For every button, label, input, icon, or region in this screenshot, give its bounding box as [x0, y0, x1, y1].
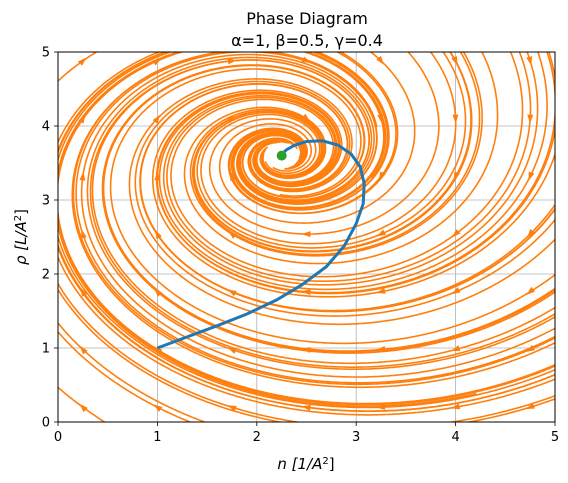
- streamline: [58, 52, 98, 83]
- streamline: [134, 80, 555, 317]
- streamline: [152, 52, 555, 298]
- streamline-arrow: [155, 229, 162, 239]
- streamline: [158, 52, 548, 291]
- y-tick-label: 0: [42, 416, 50, 431]
- streamline: [58, 52, 555, 412]
- streamline-arrow: [301, 231, 311, 238]
- x-tick-label: 5: [551, 430, 559, 445]
- streamlines: [58, 52, 555, 422]
- streamline: [139, 83, 555, 312]
- streamline-arrow: [451, 56, 458, 66]
- x-tick-label: 3: [352, 430, 360, 445]
- y-tick-label: 4: [42, 120, 50, 135]
- streamline: [155, 52, 555, 294]
- streamline-arrow: [526, 286, 536, 295]
- streamline: [218, 52, 416, 224]
- streamline-arrow: [376, 346, 386, 352]
- streamline: [196, 52, 467, 249]
- streamline-arrow: [301, 289, 311, 296]
- streamline-arrow: [528, 171, 535, 182]
- streamline-arrow: [378, 171, 386, 181]
- streamline: [192, 52, 473, 253]
- chart-title-line-2: α=1, β=0.5, γ=0.4: [231, 31, 383, 50]
- streamline: [166, 52, 532, 282]
- streamline-arrow: [79, 345, 88, 355]
- streamline: [170, 52, 524, 278]
- streamline-arrow: [525, 344, 536, 352]
- streamline: [58, 52, 477, 407]
- streamline-arrow: [452, 114, 459, 124]
- x-tick-label: 4: [451, 430, 459, 445]
- streamline: [208, 52, 440, 235]
- streamline-arrow: [376, 55, 385, 65]
- y-axis-ticks: 0 1 2 3 4 5: [42, 46, 58, 431]
- trajectory-line: [156, 139, 366, 350]
- streamline-arrow: [527, 114, 534, 124]
- trajectory-layer: [156, 139, 366, 350]
- streamline: [72, 52, 555, 386]
- streamline: [80, 53, 555, 378]
- x-tick-label: 0: [54, 430, 62, 445]
- streamline-arrow: [451, 287, 461, 295]
- streamline: [227, 52, 397, 215]
- streamline-arrow: [527, 229, 535, 239]
- x-tick-label: 2: [253, 430, 261, 445]
- streamline: [58, 52, 555, 409]
- y-tick-label: 1: [42, 342, 50, 357]
- streamline-arrow: [450, 345, 461, 352]
- y-tick-label: 3: [42, 194, 50, 209]
- streamline: [58, 321, 208, 422]
- streamline-arrow: [80, 287, 88, 297]
- y-axis-label: ρ [L/A2]: [12, 209, 30, 265]
- chart-title-line-1: Phase Diagram: [246, 9, 368, 28]
- streamline-arrow: [153, 404, 163, 412]
- streamline: [200, 52, 457, 245]
- y-tick-label: 2: [42, 268, 50, 283]
- x-tick-label: 1: [153, 430, 161, 445]
- streamline: [109, 68, 555, 345]
- streamline: [183, 52, 499, 265]
- streamline: [58, 288, 555, 422]
- streamline: [58, 330, 193, 422]
- x-axis-label: n [1/A2]: [277, 455, 334, 473]
- streamline-arrow: [526, 56, 533, 66]
- streamline-arrow: [227, 405, 237, 412]
- streamline-arrow: [228, 230, 237, 239]
- x-axis-ticks: 0 1 2 3 4 5: [54, 422, 559, 445]
- streamline-arrow: [152, 114, 161, 124]
- streamline-arrow: [301, 404, 311, 411]
- streamline-arrow: [376, 229, 387, 237]
- streamline: [189, 52, 483, 257]
- streamline: [102, 64, 555, 352]
- plot-frame: [57, 51, 556, 423]
- streamline: [58, 282, 555, 422]
- streamline: [86, 56, 555, 370]
- streamline-arrow: [525, 402, 535, 410]
- streamline-arrow: [301, 113, 311, 122]
- streamline-arrow: [79, 171, 86, 181]
- streamline: [91, 59, 555, 365]
- streamline-arrow: [452, 229, 461, 238]
- streamline: [162, 52, 539, 286]
- streamline-arrow: [376, 287, 386, 294]
- streamline: [128, 78, 555, 326]
- streamline-arrow: [377, 114, 384, 124]
- streamline-arrow: [79, 403, 88, 413]
- fixed-point-marker: [276, 150, 287, 161]
- streamline-arrow: [77, 57, 87, 66]
- streamline: [58, 52, 555, 416]
- streamline-arrow: [450, 403, 461, 410]
- streamline-arrow: [80, 229, 87, 239]
- y-tick-label: 5: [42, 46, 50, 61]
